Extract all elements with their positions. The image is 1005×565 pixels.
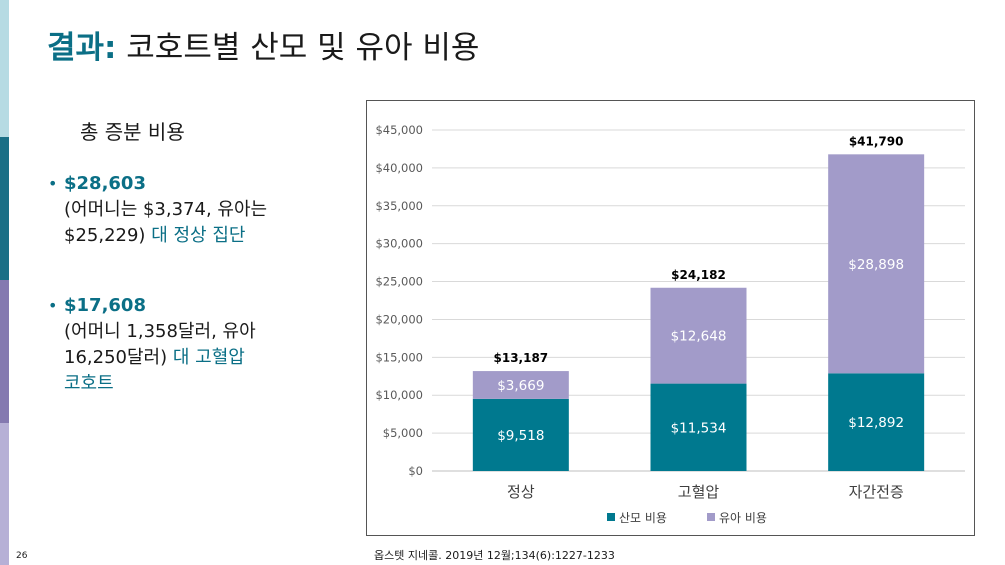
sidebar-strip-4 <box>0 423 9 565</box>
bullet-extra: 코호트 <box>64 373 114 394</box>
page-title: 결과: 코호트별 산모 및 유아 비용 <box>47 22 479 67</box>
subheading: 총 증분 비용 <box>80 120 185 144</box>
sidebar-strip-3 <box>0 280 9 423</box>
bullet-line: (어머니 1,358달러, 유아 <box>64 321 256 342</box>
y-tick-label: $40,000 <box>375 161 423 175</box>
total-label: $13,187 <box>494 351 549 365</box>
legend-swatch <box>707 513 715 521</box>
y-tick-label: $30,000 <box>375 237 423 251</box>
y-tick-label: $35,000 <box>375 199 423 213</box>
page-number: 26 <box>16 551 28 561</box>
y-tick-label: $15,000 <box>375 350 423 364</box>
data-label: $12,648 <box>671 329 727 345</box>
citation: 옵스텟 지네콜. 2019년 12월;134(6):1227-1233 <box>374 549 615 562</box>
data-label: $3,669 <box>497 378 544 394</box>
title-accent: 결과: <box>47 30 117 66</box>
bullet-normal: • $28,603 (어머니는 $3,374, 유아는 $25,229) 대 정… <box>48 171 267 249</box>
bullet-highlight: 대 고혈압 <box>172 347 245 368</box>
data-label: $12,892 <box>848 415 904 431</box>
bullet-amount: $17,608 <box>64 295 146 316</box>
chart-frame: $0 $5,000 $10,000 $15,000 $20,000 $25,000 $30,… <box>366 100 975 536</box>
data-label: $28,898 <box>848 257 904 273</box>
total-label: $24,182 <box>671 268 726 282</box>
y-tick-label: $10,000 <box>375 388 423 402</box>
x-tick-label: 자간전증 <box>849 483 904 501</box>
bullet-hypertension: • $17,608 (어머니 1,358달러, 유아 16,250달러) 대 고… <box>48 293 256 397</box>
bullet-dot: • <box>48 296 58 315</box>
bullet-dot: • <box>48 174 58 193</box>
bar-infant <box>472 371 569 399</box>
y-tick-label: $0 <box>408 464 423 478</box>
data-label: $11,534 <box>671 420 727 436</box>
bar-maternal <box>828 373 925 471</box>
y-tick-label: $20,000 <box>375 312 423 326</box>
legend-label: 유아 비용 <box>719 511 767 525</box>
bar-maternal <box>650 383 747 471</box>
bullet-amount: $28,603 <box>64 173 146 194</box>
bullet-line: (어머니는 $3,374, 유아는 <box>64 199 268 220</box>
stacked-bar-chart: $0 $5,000 $10,000 $15,000 $20,000 $25,000 $30,… <box>375 123 965 525</box>
bar-infant <box>828 154 925 374</box>
legend-label: 산모 비용 <box>619 511 667 525</box>
y-tick-label: $5,000 <box>383 426 423 440</box>
bullet-line: 16,250달러) <box>64 347 168 368</box>
legend-swatch <box>607 513 615 521</box>
bullet-line: $25,229) <box>64 225 146 246</box>
sidebar-strip-2 <box>0 137 9 280</box>
sidebar-strip-1 <box>0 0 9 137</box>
total-label: $41,790 <box>849 134 904 148</box>
bullet-highlight: 대 정상 집단 <box>151 225 246 246</box>
x-tick-label: 고혈압 <box>678 483 720 501</box>
bar-infant <box>650 287 747 384</box>
x-tick-label: 정상 <box>507 483 535 501</box>
y-tick-label: $25,000 <box>375 275 423 289</box>
title-rest: 코호트별 산모 및 유아 비용 <box>116 30 480 66</box>
data-label: $9,518 <box>497 428 544 444</box>
y-tick-label: $45,000 <box>375 123 423 137</box>
bar-maternal <box>472 398 569 471</box>
